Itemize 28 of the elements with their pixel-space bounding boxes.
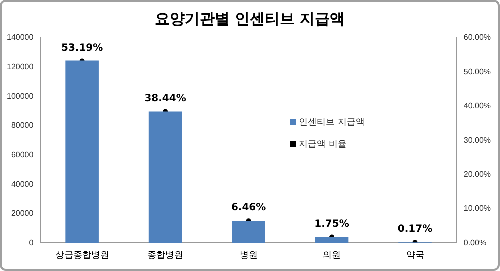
x-tick-label: 병원 [240, 250, 258, 260]
data-label: 0.17% [398, 224, 433, 236]
y-tick-label: 0 [29, 238, 34, 248]
y-tick-label: 120000 [6, 62, 34, 72]
data-label: 53.19% [61, 42, 104, 54]
data-label: 38.44% [144, 93, 186, 104]
data-label: 6.46% [231, 202, 266, 214]
y2-tick-label: 50.00% [464, 67, 492, 76]
y2-tick-label: 20.00% [464, 170, 492, 180]
x-tick-label: 종합병원 [148, 250, 184, 260]
y2-tick-label: 40.00% [464, 102, 492, 111]
legend-label: 인센티브 지급액 [298, 117, 365, 129]
y2-tick-label: 60.00% [464, 33, 492, 42]
y2-tick-label: 0.00% [464, 238, 487, 248]
y-tick-label: 100000 [6, 92, 34, 101]
y-tick-label: 140000 [6, 33, 34, 42]
y2-tick-label: 30.00% [464, 136, 492, 145]
y-tick-label: 60000 [11, 150, 34, 160]
legend-label: 지급액 비율 [298, 139, 348, 151]
y2-tick-label: 10.00% [464, 204, 492, 214]
x-tick-label: 약국 [406, 250, 424, 260]
chart-title: 요양기관별 인센티브 지급액 [154, 10, 346, 29]
x-tick-label: 의원 [323, 250, 342, 260]
x-tick-label: 상급종합병원 [55, 250, 110, 260]
data-label: 1.75% [314, 218, 350, 230]
y-tick-label: 80000 [11, 121, 34, 130]
y-tick-label: 20000 [11, 209, 34, 218]
y-tick-label: 40000 [11, 180, 34, 189]
